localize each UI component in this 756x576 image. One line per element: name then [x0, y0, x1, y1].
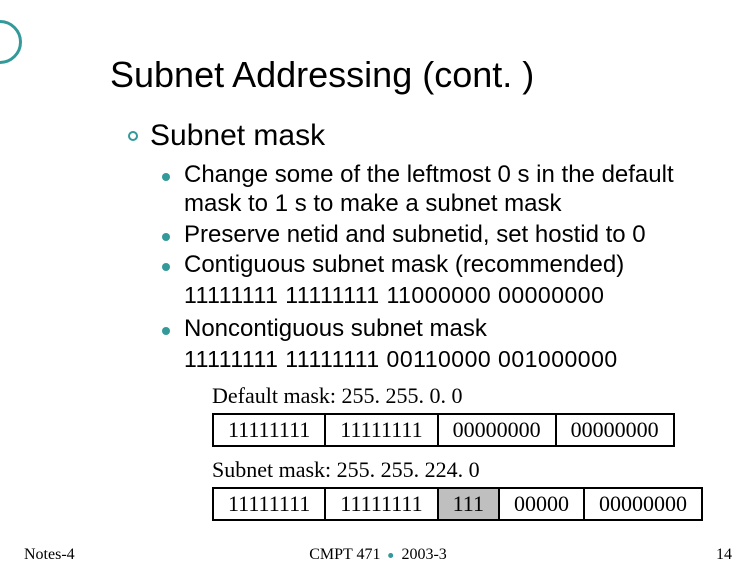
- mask-octet-subnet-bits: 111: [438, 488, 499, 520]
- footer-term: 2003-3: [401, 546, 446, 563]
- bullet-text: Change some of the leftmost 0 s in the d…: [184, 161, 718, 219]
- disc-bullet-icon: [162, 233, 170, 241]
- bullet-list: Change some of the leftmost 0 s in the d…: [162, 161, 718, 521]
- disc-bullet-icon: [162, 263, 170, 271]
- mask-octet: 00000000: [438, 414, 556, 446]
- bullet-text: Contiguous subnet mask (recommended): [184, 251, 624, 280]
- binary-example: 11111111 11111111 00110000 001000000: [184, 346, 718, 373]
- subheading: Subnet mask: [128, 118, 718, 153]
- subheading-text: Subnet mask: [150, 119, 325, 152]
- subnet-mask-table: 11111111 11111111 111 00000 00000000: [212, 487, 703, 521]
- default-mask-table: 11111111 11111111 00000000 00000000: [212, 413, 675, 447]
- content-region: Subnet mask Change some of the leftmost …: [128, 118, 718, 521]
- footer-left: Notes-4: [24, 546, 75, 564]
- bullet-text: Preserve netid and subnetid, set hostid …: [184, 221, 646, 250]
- disc-bullet-icon: [162, 327, 170, 335]
- footer-page-number: 14: [716, 546, 732, 564]
- table-row: 11111111 11111111 111 00000 00000000: [213, 488, 702, 520]
- slide-title: Subnet Addressing (cont. ): [110, 54, 534, 96]
- list-item: Contiguous subnet mask (recommended): [162, 251, 718, 280]
- circle-bullet-icon: [128, 131, 138, 141]
- list-item: Preserve netid and subnetid, set hostid …: [162, 221, 718, 250]
- mask-octet: 11111111: [325, 488, 437, 520]
- mask-octet: 11111111: [213, 488, 325, 520]
- mask-octet: 00000000: [556, 414, 674, 446]
- list-item: Change some of the leftmost 0 s in the d…: [162, 161, 718, 219]
- subnet-mask-label: Subnet mask: 255. 255. 224. 0: [212, 457, 718, 483]
- dot-icon: [388, 553, 393, 558]
- bullet-text: Noncontiguous subnet mask: [184, 315, 487, 344]
- footer-center: CMPT 471 2003-3: [309, 546, 447, 564]
- mask-octet-host-bits: 00000: [499, 488, 584, 520]
- default-mask-label: Default mask: 255. 255. 0. 0: [212, 383, 718, 409]
- footer-course: CMPT 471: [309, 546, 380, 563]
- mask-octet: 00000000: [584, 488, 702, 520]
- disc-bullet-icon: [162, 173, 170, 181]
- mask-octet: 11111111: [213, 414, 325, 446]
- binary-example: 11111111 11111111 11000000 00000000: [184, 282, 718, 309]
- mask-octet: 11111111: [325, 414, 437, 446]
- table-row: 11111111 11111111 00000000 00000000: [213, 414, 674, 446]
- list-item: Noncontiguous subnet mask: [162, 315, 718, 344]
- decorative-ring: [0, 20, 22, 64]
